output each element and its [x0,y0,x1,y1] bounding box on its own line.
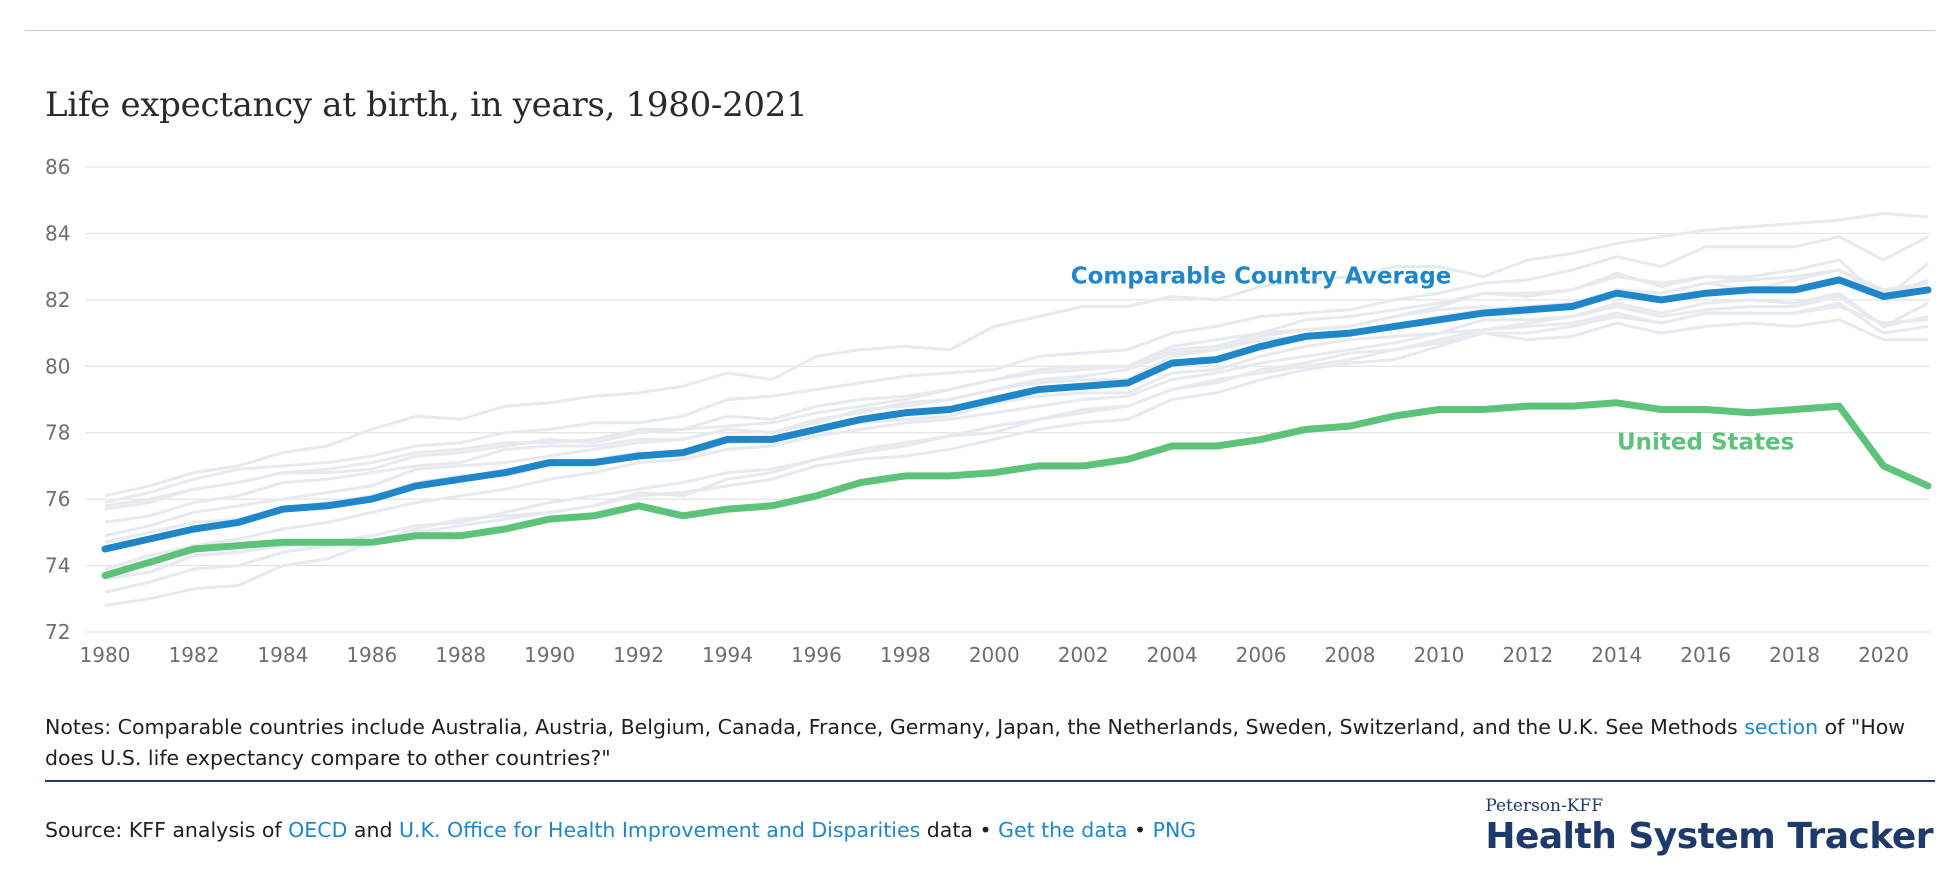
notes-text-before: Notes: Comparable countries include Aust… [45,715,1745,739]
x-tick-label: 1992 [613,643,664,667]
background-country-line [104,305,1929,607]
notes-divider [45,780,1935,782]
brand-subtitle: Peterson-KFF [1485,796,1604,816]
background-country-line [104,295,1929,571]
notes-text-after: of "How does U.S. life expectancy compar… [45,715,1906,770]
source-prefix: Source: KFF analysis of [45,818,289,842]
bullet-separator: • [972,818,999,842]
x-tick-label: 2010 [1413,643,1464,667]
get-the-data-link[interactable]: Get the data [998,818,1128,842]
y-tick-label: 78 [45,421,70,445]
comparable-country-average-line [101,276,1932,553]
x-tick-label: 1990 [524,643,575,667]
background-country-line [104,301,1929,581]
x-tick-label: 2012 [1502,643,1553,667]
life-expectancy-chart: 72 74 76 78 80 82 84 86 1980 1982 1984 1986 1988 199… [45,155,1932,667]
ohid-link[interactable]: U.K. Office for Health Improvement and D… [398,818,921,842]
x-tick-label: 2020 [1858,643,1909,667]
background-country-line [104,212,1929,498]
png-download-link[interactable]: PNG [1152,818,1197,842]
x-tick-label: 1994 [702,643,753,667]
background-country-line [104,268,1929,524]
x-tick-label: 2016 [1680,643,1731,667]
main-series-lines [101,276,1932,579]
y-tick-label: 72 [45,620,70,644]
methods-section-link[interactable]: section [1744,715,1819,739]
x-tick-label: 2018 [1769,643,1820,667]
background-country-lines [104,212,1929,607]
y-tick-label: 86 [45,155,70,179]
united-states-line [101,399,1932,579]
x-tick-label: 1986 [346,643,397,667]
x-axis-ticks: 1980 1982 1984 1986 1988 1990 1992 1994 1996 1998… [80,643,1909,667]
x-tick-label: 1998 [880,643,931,667]
x-tick-label: 2000 [969,643,1020,667]
y-tick-label: 84 [45,221,70,245]
source-data-word: data [920,818,973,842]
x-tick-label: 1988 [435,643,486,667]
y-axis-ticks: 72 74 76 78 80 82 84 86 [45,155,70,644]
x-tick-label: 1980 [80,643,131,667]
x-tick-label: 1984 [257,643,308,667]
chart-title: Life expectancy at birth, in years, 1980… [45,85,808,125]
brand-logo[interactable]: Peterson-KFF Health System Tracker [1485,796,1933,858]
x-tick-label: 2002 [1058,643,1109,667]
chart-notes: Notes: Comparable countries include Aust… [45,712,1935,774]
bullet-separator: • [1127,818,1153,842]
x-tick-label: 2014 [1591,643,1642,667]
x-tick-label: 2004 [1147,643,1198,667]
top-divider [25,30,1935,31]
united-states-label: United States [1617,429,1794,455]
comparable-country-average-label: Comparable Country Average [1071,263,1452,289]
y-tick-label: 82 [45,288,70,312]
x-tick-label: 1996 [791,643,842,667]
y-tick-label: 76 [45,487,70,511]
background-country-line [104,268,1929,538]
source-line: Source: KFF analysis of OECD and U.K. Of… [45,818,1196,842]
background-country-line [104,258,1929,508]
oecd-link[interactable]: OECD [288,818,348,842]
x-tick-label: 1982 [168,643,219,667]
background-country-line [104,268,1929,511]
x-tick-label: 2006 [1236,643,1287,667]
background-country-line [104,235,1929,504]
x-tick-label: 2008 [1325,643,1376,667]
source-and: and [347,818,399,842]
y-tick-label: 80 [45,354,70,378]
brand-title: Health System Tracker [1485,816,1933,857]
y-tick-label: 74 [45,554,70,578]
series-labels: Comparable Country Average United States [1071,263,1795,455]
